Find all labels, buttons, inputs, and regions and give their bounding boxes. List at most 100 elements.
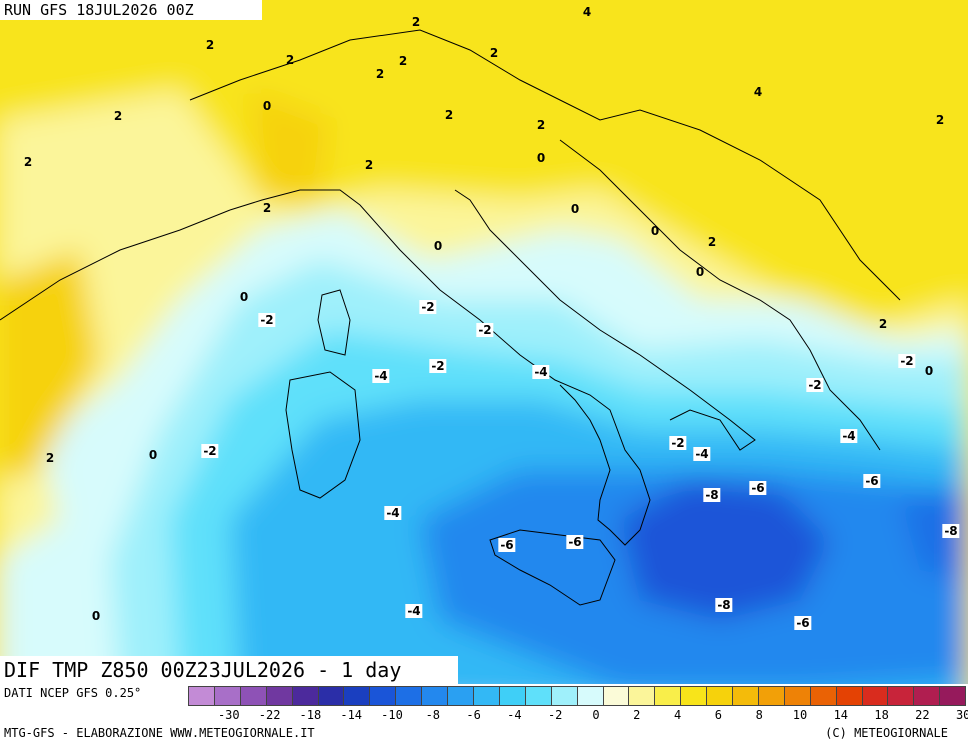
contour-label: 2 xyxy=(935,113,945,127)
contour-label: -2 xyxy=(201,444,219,458)
legend-swatch xyxy=(707,686,734,706)
legend-swatch xyxy=(240,686,267,706)
anomaly-field xyxy=(0,0,968,684)
legend-tick-label: -6 xyxy=(466,708,481,722)
contour-label: 0 xyxy=(695,265,705,279)
contour-label: -4 xyxy=(384,506,402,520)
legend-swatch xyxy=(758,686,785,706)
contour-label: 0 xyxy=(91,609,101,623)
legend-swatch xyxy=(422,686,449,706)
legend-tick-label: -2 xyxy=(547,708,563,722)
legend-swatch xyxy=(655,686,682,706)
balkan-coast xyxy=(559,139,881,451)
legend-swatch xyxy=(888,686,915,706)
legend-tick-label: 0 xyxy=(592,708,600,722)
legend-swatch xyxy=(396,686,423,706)
sardinia xyxy=(285,371,361,499)
footer-credit: MTG-GFS - ELABORAZIONE WWW.METEOGIORNALE… xyxy=(4,726,315,740)
contour-label: 2 xyxy=(411,15,421,29)
legend-tick-label: 4 xyxy=(673,708,682,722)
contour-label: 0 xyxy=(262,99,272,113)
contour-label: 2 xyxy=(707,235,717,249)
legend-tick-label: -18 xyxy=(299,708,322,722)
contour-label: -6 xyxy=(566,535,584,549)
legend-swatch xyxy=(733,686,759,706)
contour-label: 0 xyxy=(650,224,660,238)
contour-label: -4 xyxy=(372,369,390,383)
legend-swatch xyxy=(784,686,811,706)
contour-label: 2 xyxy=(444,108,454,122)
legend-tick-label: 14 xyxy=(833,708,849,722)
contour-label: 0 xyxy=(239,290,249,304)
contour-label: -8 xyxy=(942,524,960,538)
contour-label: 4 xyxy=(582,5,592,19)
legend-ticks: -30 -22 -18 -14 -10 -8 -6 -4 -2 0 2 4 6 8 10 14 18 22 30 xyxy=(188,708,968,724)
alpine-borders xyxy=(189,29,901,301)
run-label: RUN GFS 18JUL2026 00Z xyxy=(0,0,262,20)
legend-swatch xyxy=(810,686,837,706)
contour-label: 2 xyxy=(205,38,215,52)
legend-tick-label: -30 xyxy=(217,708,240,722)
contour-label: 4 xyxy=(753,85,763,99)
color-legend xyxy=(188,686,967,706)
legend-tick-label: 2 xyxy=(633,708,641,722)
contour-label: -6 xyxy=(749,481,767,495)
legend-swatch xyxy=(214,686,241,706)
legend-swatch xyxy=(940,686,967,706)
legend-swatch xyxy=(370,686,397,706)
legend-swatch xyxy=(188,686,215,706)
italy-coast xyxy=(229,189,756,546)
legend-swatch xyxy=(629,686,656,706)
legend-swatch xyxy=(836,686,863,706)
contour-label: -2 xyxy=(806,378,824,392)
contour-label: -2 xyxy=(429,359,447,373)
legend-swatch xyxy=(525,686,552,706)
legend-swatch xyxy=(914,686,941,706)
sicily xyxy=(489,529,616,606)
contour-label: -2 xyxy=(476,323,494,337)
legend-swatch xyxy=(499,686,526,706)
legend-swatch xyxy=(473,686,500,706)
field-title: DIF TMP Z850 00Z23JUL2026 - 1 day xyxy=(0,656,458,684)
legend-tick-label: 22 xyxy=(915,708,930,722)
legend-tick-label: 8 xyxy=(755,708,763,722)
contour-label: -6 xyxy=(794,616,812,630)
legend-swatch xyxy=(318,686,345,706)
legend-swatch xyxy=(344,686,371,706)
contour-label: 2 xyxy=(489,46,499,60)
contour-label: -2 xyxy=(419,300,437,314)
legend-tick-label: 30 xyxy=(955,708,968,722)
legend-swatch xyxy=(603,686,630,706)
legend-swatch xyxy=(266,686,293,706)
contour-label: 2 xyxy=(262,201,272,215)
contour-label: -8 xyxy=(715,598,733,612)
contour-label: -6 xyxy=(498,538,516,552)
contour-label: 2 xyxy=(375,67,385,81)
legend-tick-label: -22 xyxy=(258,708,281,722)
contour-label: 2 xyxy=(285,53,295,67)
contour-label: 2 xyxy=(113,109,123,123)
legend-tick-label: -10 xyxy=(381,708,403,722)
contour-label: -4 xyxy=(405,604,423,618)
temperature-anomaly-map xyxy=(0,0,968,684)
legend-tick-label: 10 xyxy=(792,708,808,722)
corsica xyxy=(317,289,351,356)
legend-tick-label: -8 xyxy=(425,708,441,722)
contour-label: -4 xyxy=(840,429,858,443)
contour-label: 2 xyxy=(45,451,55,465)
contour-label: -4 xyxy=(532,365,550,379)
data-source-label: DATI NCEP GFS 0.25° xyxy=(4,686,142,700)
legend-swatch xyxy=(551,686,578,706)
legend-tick-label: 18 xyxy=(874,708,889,722)
legend-swatch xyxy=(448,686,474,706)
contour-label: 2 xyxy=(23,155,33,169)
legend-swatch xyxy=(577,686,604,706)
legend-tick-label: -14 xyxy=(340,708,363,722)
contour-label: -6 xyxy=(863,474,881,488)
contour-label: 0 xyxy=(148,448,158,462)
contour-label: -8 xyxy=(703,488,721,502)
legend-swatch xyxy=(681,686,708,706)
contour-label: 2 xyxy=(878,317,888,331)
contour-label: 0 xyxy=(570,202,580,216)
contour-label: 2 xyxy=(398,54,408,68)
